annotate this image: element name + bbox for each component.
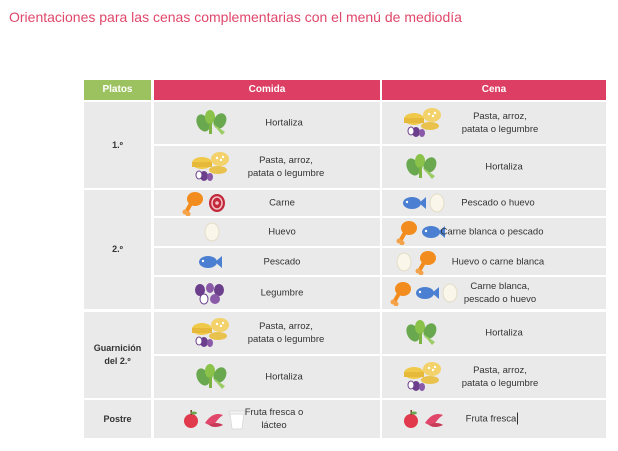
comida-label: Pasta, arroz, patata o legumbre — [247, 321, 325, 345]
fish-icon — [415, 285, 439, 301]
pasta-rice-potato-legume-icon — [402, 107, 444, 139]
food-icons — [402, 409, 445, 429]
food-icons — [396, 249, 437, 275]
fruit-icon — [423, 409, 445, 429]
yogurt-icon — [228, 408, 246, 430]
comida-cell: Fruta fresca o lácteo — [154, 400, 380, 438]
chicken-leg-icon — [182, 190, 204, 216]
food-icons — [402, 107, 444, 139]
header-cena: Cena — [382, 80, 606, 100]
food-icons — [194, 109, 232, 137]
comida-cell: Pescado — [154, 248, 380, 275]
vegetables-icon — [194, 363, 232, 391]
chicken-leg-icon — [415, 249, 437, 275]
fish-icon — [402, 195, 426, 211]
cena-cell: Carne blanca o pescado — [382, 218, 606, 246]
group-label: 1.º — [84, 102, 151, 188]
header-comida: Comida — [154, 80, 380, 100]
page-title: Orientaciones para las cenas complementa… — [9, 9, 462, 25]
cena-label: Hortaliza — [485, 327, 523, 339]
group-label: Postre — [84, 400, 151, 438]
food-icons — [190, 151, 232, 183]
group-label-text: 1.º — [112, 139, 123, 150]
pasta-rice-potato-legume-icon — [190, 151, 232, 183]
chicken-leg-icon — [396, 219, 418, 245]
cena-label: Hortaliza — [485, 161, 523, 173]
comida-label: Legumbre — [260, 287, 304, 299]
comida-label: Pasta, arroz, patata o legumbre — [247, 155, 325, 179]
cena-label: Pasta, arroz, patata o legumbre — [461, 365, 539, 389]
comida-label: Carne — [269, 197, 295, 209]
vegetables-icon — [404, 319, 442, 347]
comida-cell: Carne — [154, 190, 380, 216]
comida-label: Pescado — [263, 256, 301, 267]
group-label-text: 2.º — [112, 244, 123, 254]
vegetables-icon — [404, 153, 442, 181]
group-label: Guarnición del 2.º — [84, 312, 151, 398]
food-icons — [402, 361, 444, 393]
food-icons — [182, 190, 227, 216]
comida-label: Hortaliza — [265, 371, 303, 383]
food-icons — [396, 219, 445, 245]
cena-cell: Hortaliza — [382, 312, 606, 354]
food-icons — [182, 408, 246, 430]
cena-cell: Pasta, arroz, patata o legumbre — [382, 102, 606, 144]
cena-cell: Pescado o huevo — [382, 190, 606, 216]
meat-icon — [207, 192, 227, 214]
food-icons — [404, 153, 442, 181]
legumes-icon — [192, 281, 226, 305]
apple-icon — [402, 409, 420, 429]
comida-label: Hortaliza — [265, 117, 303, 129]
food-icons — [192, 281, 226, 305]
egg-icon — [429, 193, 445, 213]
comida-cell: Legumbre — [154, 277, 380, 309]
cena-label: Fruta fresca — [465, 412, 519, 425]
food-icons — [402, 193, 445, 213]
egg-icon — [204, 222, 220, 242]
group-label: 2.º — [84, 190, 151, 309]
group-label-text: Guarnición del 2.º — [93, 343, 142, 366]
fruit-icon — [203, 409, 225, 429]
food-icons — [404, 319, 442, 347]
pasta-rice-potato-legume-icon — [190, 317, 232, 349]
chicken-leg-icon — [390, 280, 412, 306]
cena-cell: Carne blanca, pescado o huevo — [382, 277, 606, 309]
comida-label: Huevo — [268, 226, 296, 238]
comida-cell: Pasta, arroz, patata o legumbre — [154, 146, 380, 188]
food-icons — [194, 363, 232, 391]
vegetables-icon — [194, 109, 232, 137]
food-icons — [190, 317, 232, 349]
comida-label: Fruta fresca o lácteo — [244, 407, 304, 431]
comida-cell: Hortaliza — [154, 102, 380, 144]
fish-icon — [421, 224, 445, 240]
cena-cell: Hortaliza — [382, 146, 606, 188]
cena-label: Carne blanca o pescado — [440, 226, 544, 238]
pasta-rice-potato-legume-icon — [402, 361, 444, 393]
cena-cell: Fruta fresca — [382, 400, 606, 438]
cena-cell: Huevo o carne blanca — [382, 248, 606, 275]
food-icons — [198, 254, 222, 270]
egg-icon — [442, 283, 458, 303]
apple-icon — [182, 409, 200, 429]
food-icons — [390, 280, 458, 306]
food-icons — [204, 222, 220, 242]
comida-cell: Pasta, arroz, patata o legumbre — [154, 312, 380, 354]
text-cursor — [517, 412, 519, 425]
cena-label: Pescado o huevo — [461, 197, 535, 209]
fish-icon — [198, 254, 222, 270]
cena-label: Pasta, arroz, patata o legumbre — [461, 111, 539, 135]
cena-label: Carne blanca, pescado o huevo — [463, 281, 537, 305]
comida-cell: Huevo — [154, 218, 380, 246]
header-platos: Platos — [84, 80, 151, 100]
group-label-text: Postre — [103, 413, 132, 424]
cena-cell: Pasta, arroz, patata o legumbre — [382, 356, 606, 398]
egg-icon — [396, 252, 412, 272]
comida-cell: Hortaliza — [154, 356, 380, 398]
cena-label: Huevo o carne blanca — [451, 256, 545, 267]
